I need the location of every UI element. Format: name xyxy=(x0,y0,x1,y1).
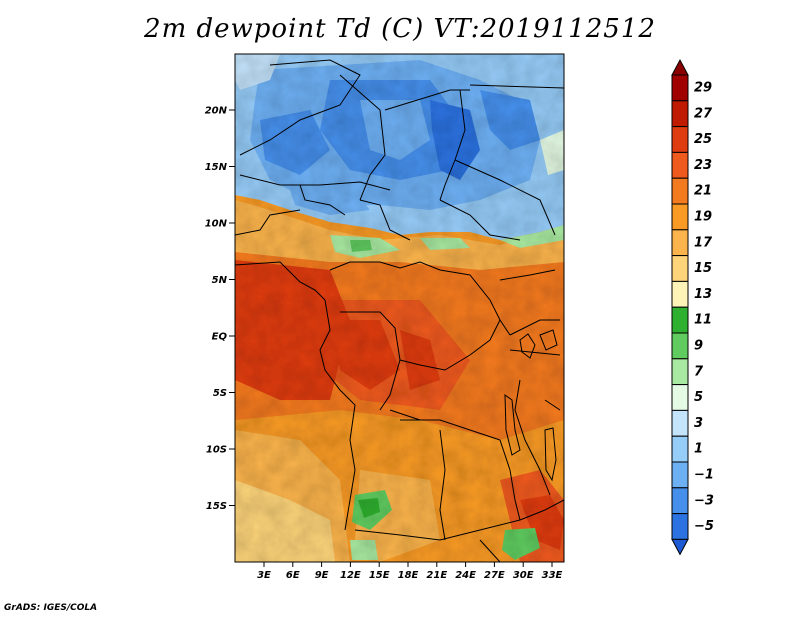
colorbar-label: 7 xyxy=(694,364,704,379)
lon-tick-label: 30E xyxy=(513,570,534,581)
longitude-axis: 3E 6E 9E 12E 15E 18E 21E 24E 27E 30E 33E xyxy=(257,562,563,581)
lon-tick-label: 12E xyxy=(340,570,361,581)
colorbar-swatch xyxy=(671,255,689,282)
chart-title: 2m dewpoint Td (C) VT:2019112512 xyxy=(144,14,656,44)
colorbar-label: 23 xyxy=(694,158,712,173)
lake-outlines xyxy=(504,329,558,482)
colorbar: 29 27 25 23 21 19 17 15 13 11 9 7 5 3 1 −1 −3 −5 xyxy=(671,58,714,556)
lon-tick-label: 24E xyxy=(455,570,476,581)
colorbar-swatch xyxy=(671,151,689,179)
colorbar-top-arrow xyxy=(671,58,689,76)
colorbar-swatch xyxy=(671,100,689,128)
lat-tick-label: 10N xyxy=(205,219,228,230)
lon-tick-label: 18E xyxy=(398,570,419,581)
lon-tick-label: 21E xyxy=(426,570,447,581)
colorbar-swatch xyxy=(671,332,689,360)
lat-tick-label: 5N xyxy=(212,275,228,286)
colorbar-swatch xyxy=(671,229,689,257)
colorbar-label: 11 xyxy=(694,313,712,328)
lat-tick-label: 15S xyxy=(206,501,227,512)
lat-tick-label: EQ xyxy=(212,332,228,343)
colorbar-label: 1 xyxy=(694,442,703,457)
colorbar-swatch xyxy=(671,487,689,515)
country-boundaries xyxy=(235,59,564,562)
colorbar-label: 9 xyxy=(694,339,703,354)
colorbar-label: 19 xyxy=(694,210,712,225)
lat-tick-label: 15N xyxy=(205,162,228,173)
lat-tick-label: 5S xyxy=(213,388,227,399)
lon-tick-label: 33E xyxy=(542,570,563,581)
latitude-axis: 20N 15N 10N 5N EQ 5S 10S 15S xyxy=(205,106,235,512)
colorbar-label: 21 xyxy=(694,184,712,199)
colorbar-swatch xyxy=(671,435,689,463)
colorbar-label: 13 xyxy=(694,287,712,302)
colorbar-label: 5 xyxy=(694,390,703,405)
colorbar-swatch xyxy=(671,306,689,334)
colorbar-swatch xyxy=(671,461,689,489)
colorbar-swatch xyxy=(671,203,689,231)
colorbar-label: 17 xyxy=(694,235,713,250)
colorbar-bottom-arrow xyxy=(671,538,689,556)
colorbar-label: 3 xyxy=(694,416,703,431)
colorbar-label: −3 xyxy=(694,493,714,508)
colorbar-label: 15 xyxy=(694,261,712,276)
lon-tick-label: 9E xyxy=(315,570,329,581)
colorbar-swatch xyxy=(671,126,689,153)
colorbar-swatch xyxy=(671,513,689,540)
dewpoint-field xyxy=(235,54,564,562)
colorbar-label: −1 xyxy=(694,468,714,483)
colorbar-swatch xyxy=(671,384,689,411)
lon-tick-label: 27E xyxy=(484,570,505,581)
lon-tick-label: 15E xyxy=(369,570,390,581)
colorbar-swatch xyxy=(671,358,689,386)
lat-tick-label: 20N xyxy=(205,106,228,117)
colorbar-swatch xyxy=(671,74,689,102)
lon-tick-label: 6E xyxy=(286,570,300,581)
map-frame xyxy=(234,53,565,563)
colorbar-label: −5 xyxy=(694,519,714,534)
credit-label: GrADS: IGES/COLA xyxy=(4,603,98,613)
colorbar-label: 27 xyxy=(694,106,713,121)
lat-tick-label: 10S xyxy=(206,445,227,456)
colorbar-label: 29 xyxy=(694,81,712,96)
colorbar-swatch xyxy=(671,177,689,205)
lon-tick-label: 3E xyxy=(257,570,271,581)
colorbar-label: 25 xyxy=(694,132,712,147)
colorbar-swatch xyxy=(671,280,689,308)
colorbar-swatch xyxy=(671,409,689,437)
